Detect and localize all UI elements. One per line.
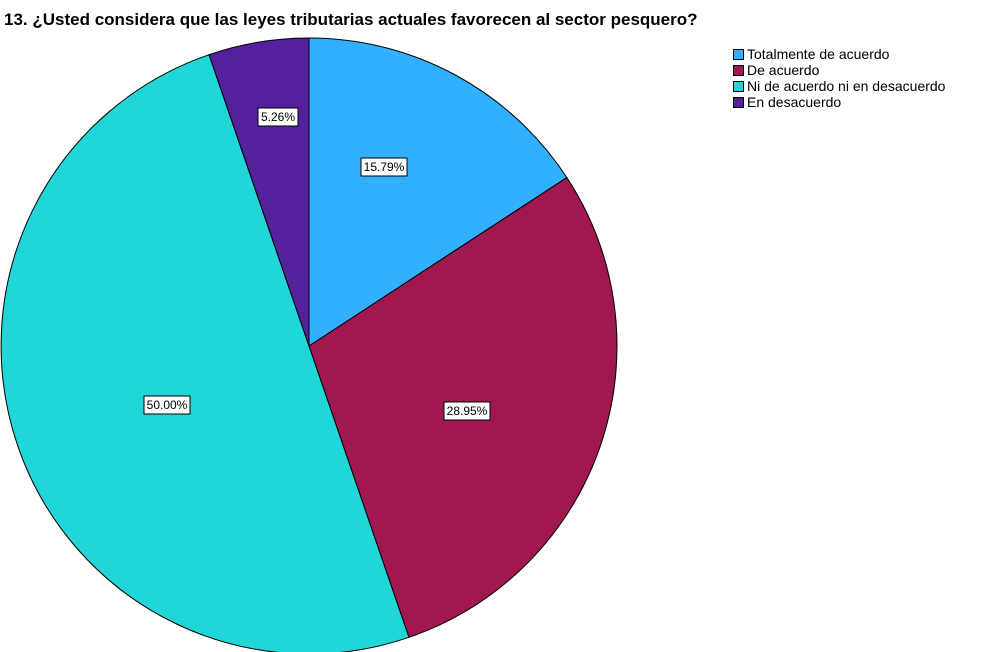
data-label-text: 15.79% (364, 160, 405, 174)
chart-title: 13. ¿Usted considera que las leyes tribu… (4, 10, 698, 29)
data-label-text: 50.00% (147, 398, 188, 412)
legend-swatch (733, 48, 744, 60)
pie-slice-1 (308, 37, 568, 347)
legend-label: Totalmente de acuerdo (747, 46, 890, 62)
pie-slice-3 (0, 54, 410, 652)
data-label-box (143, 395, 191, 415)
legend: Totalmente de acuerdo De acuerdo Ni de acu… (733, 46, 945, 110)
legend-label: En desacuerdo (747, 94, 842, 110)
data-label-text: 5.26% (261, 110, 295, 124)
data-label-box (257, 107, 299, 127)
data-label-2: 28.95% (443, 401, 491, 421)
legend-item: Ni de acuerdo ni en desacuerdo (733, 78, 945, 94)
legend-item: Totalmente de acuerdo (733, 46, 945, 62)
data-label-box (360, 157, 408, 177)
data-label-text: 28.95% (447, 404, 488, 418)
legend-item: En desacuerdo (733, 94, 945, 110)
legend-label: Ni de acuerdo ni en desacuerdo (747, 78, 946, 94)
data-label-1: 15.79% (360, 157, 408, 177)
legend-swatch (733, 96, 744, 108)
legend-label: De acuerdo (747, 62, 820, 78)
legend-swatch (733, 80, 744, 92)
data-label-3: 50.00% (143, 395, 191, 415)
legend-item: De acuerdo (733, 62, 945, 78)
data-label-box (443, 401, 491, 421)
data-label-4: 5.26% (257, 107, 299, 127)
legend-swatch (733, 64, 744, 76)
